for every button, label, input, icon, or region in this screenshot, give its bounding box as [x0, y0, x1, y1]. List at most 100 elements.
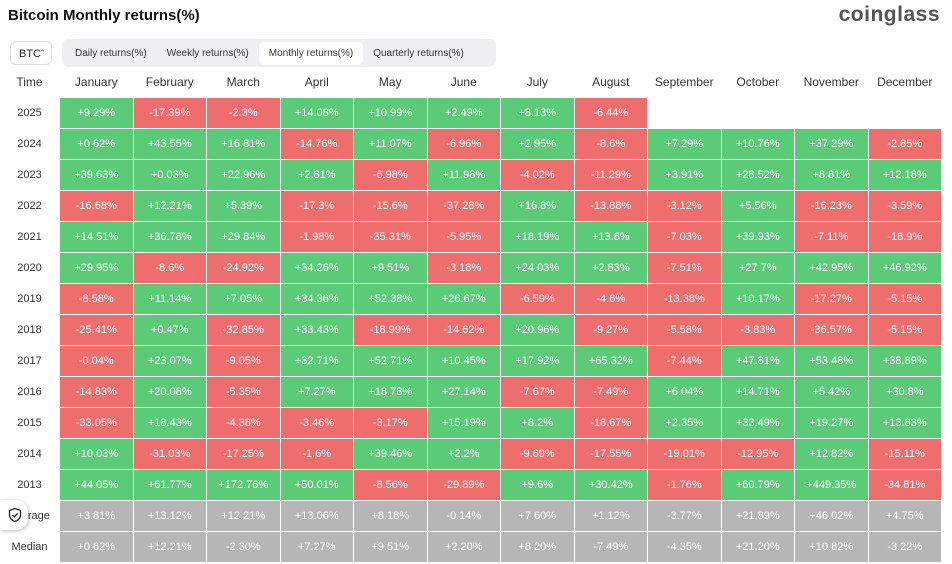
- return-cell: -8.6%: [133, 253, 207, 284]
- return-cell: +11.98%: [427, 160, 501, 191]
- privacy-icon[interactable]: [0, 500, 28, 530]
- return-cell: -25.41%: [60, 315, 134, 346]
- return-cell: +34.36%: [280, 284, 354, 315]
- column-header: September: [648, 67, 722, 98]
- return-cell: -3.22%: [868, 532, 942, 563]
- return-cell: -16.23%: [795, 191, 869, 222]
- return-cell: +33.49%: [721, 408, 795, 439]
- tab[interactable]: Weekly returns(%): [166, 47, 249, 59]
- return-cell: +38.89%: [868, 346, 942, 377]
- return-cell: +39.63%: [60, 160, 134, 191]
- return-cell: +18.43%: [133, 408, 207, 439]
- return-cell: -29.89%: [427, 470, 501, 501]
- return-cell: -7.67%: [501, 377, 575, 408]
- return-cell: +0.03%: [133, 160, 207, 191]
- column-header: March: [207, 67, 281, 98]
- return-cell: -4.38%: [207, 408, 281, 439]
- return-cell: -18.99%: [354, 315, 428, 346]
- return-cell: +14.71%: [721, 377, 795, 408]
- return-cell: -3.18%: [427, 253, 501, 284]
- return-cell: -17.39%: [133, 98, 207, 129]
- return-cell: +15.19%: [427, 408, 501, 439]
- return-cell: +18.19%: [501, 222, 575, 253]
- return-cell: +46.92%: [868, 253, 942, 284]
- return-cell: +61.77%: [133, 470, 207, 501]
- return-cell: +20.96%: [501, 315, 575, 346]
- return-cell: +28.52%: [721, 160, 795, 191]
- row-label: 2016: [0, 377, 60, 408]
- return-cell: -5.95%: [427, 222, 501, 253]
- return-cell: +9.29%: [60, 98, 134, 129]
- column-header: December: [868, 67, 942, 98]
- return-cell: -15.11%: [868, 439, 942, 470]
- return-cell: +12.18%: [868, 160, 942, 191]
- tab-group: Daily returns(%) Weekly returns(%) Monthly…: [62, 39, 496, 67]
- tab[interactable]: Quarterly returns(%): [373, 47, 464, 59]
- return-cell: -12.95%: [721, 439, 795, 470]
- return-cell: -2.3%: [207, 98, 281, 129]
- row-label: 2023: [0, 160, 60, 191]
- return-cell: +10.76%: [721, 129, 795, 160]
- row-label: 2018: [0, 315, 60, 346]
- return-cell: -6.96%: [427, 129, 501, 160]
- return-cell: +10.45%: [427, 346, 501, 377]
- return-cell: -36.57%: [795, 315, 869, 346]
- return-cell: +52.71%: [354, 346, 428, 377]
- column-header: October: [721, 67, 795, 98]
- asset-select[interactable]: BTC: [10, 41, 52, 65]
- return-cell: -17.27%: [795, 284, 869, 315]
- return-cell: +10.17%: [721, 284, 795, 315]
- return-cell: +7.29%: [648, 129, 722, 160]
- return-cell: +2.81%: [280, 160, 354, 191]
- return-cell: +17.92%: [501, 346, 575, 377]
- shield-icon: [8, 507, 22, 523]
- return-cell: +2.83%: [574, 253, 648, 284]
- return-cell: +65.32%: [574, 346, 648, 377]
- empty-cell: [721, 98, 795, 129]
- column-header: June: [427, 67, 501, 98]
- return-cell: +9.6%: [501, 470, 575, 501]
- return-cell: +13.12%: [133, 501, 207, 532]
- return-cell: +34.26%: [280, 253, 354, 284]
- return-cell: +44.05%: [60, 470, 134, 501]
- column-header: August: [574, 67, 648, 98]
- return-cell: -6.44%: [574, 98, 648, 129]
- column-header: April: [280, 67, 354, 98]
- return-cell: +14.08%: [280, 98, 354, 129]
- return-cell: -2.30%: [207, 532, 281, 563]
- return-cell: -5.35%: [207, 377, 281, 408]
- return-cell: -9.27%: [574, 315, 648, 346]
- return-cell: +27.7%: [721, 253, 795, 284]
- return-cell: -16.68%: [60, 191, 134, 222]
- return-cell: -9.69%: [501, 439, 575, 470]
- return-cell: +0.62%: [60, 129, 134, 160]
- row-label: 2024: [0, 129, 60, 160]
- return-cell: +36.78%: [133, 222, 207, 253]
- tab[interactable]: Monthly returns(%): [258, 41, 364, 65]
- return-cell: -17.25%: [207, 439, 281, 470]
- return-cell: -32.85%: [207, 315, 281, 346]
- return-cell: +9.51%: [354, 253, 428, 284]
- return-cell: +21.20%: [721, 532, 795, 563]
- return-cell: -1.98%: [280, 222, 354, 253]
- return-cell: +39.46%: [354, 439, 428, 470]
- page-title: Bitcoin Monthly returns(%): [8, 7, 200, 24]
- return-cell: +9.51%: [354, 532, 428, 563]
- return-cell: -9.05%: [207, 346, 281, 377]
- return-cell: -7.44%: [648, 346, 722, 377]
- return-cell: +26.67%: [427, 284, 501, 315]
- return-cell: +29.84%: [207, 222, 281, 253]
- return-cell: +5.56%: [721, 191, 795, 222]
- return-cell: -3.59%: [868, 191, 942, 222]
- row-label: 2017: [0, 346, 60, 377]
- return-cell: +8.2%: [501, 408, 575, 439]
- return-cell: +7.60%: [501, 501, 575, 532]
- return-cell: +449.35%: [795, 470, 869, 501]
- column-header: November: [795, 67, 869, 98]
- tab[interactable]: Daily returns(%): [75, 47, 147, 59]
- return-cell: +27.14%: [427, 377, 501, 408]
- return-cell: -5.58%: [648, 315, 722, 346]
- return-cell: -11.29%: [574, 160, 648, 191]
- row-label: 2022: [0, 191, 60, 222]
- return-cell: +0.47%: [133, 315, 207, 346]
